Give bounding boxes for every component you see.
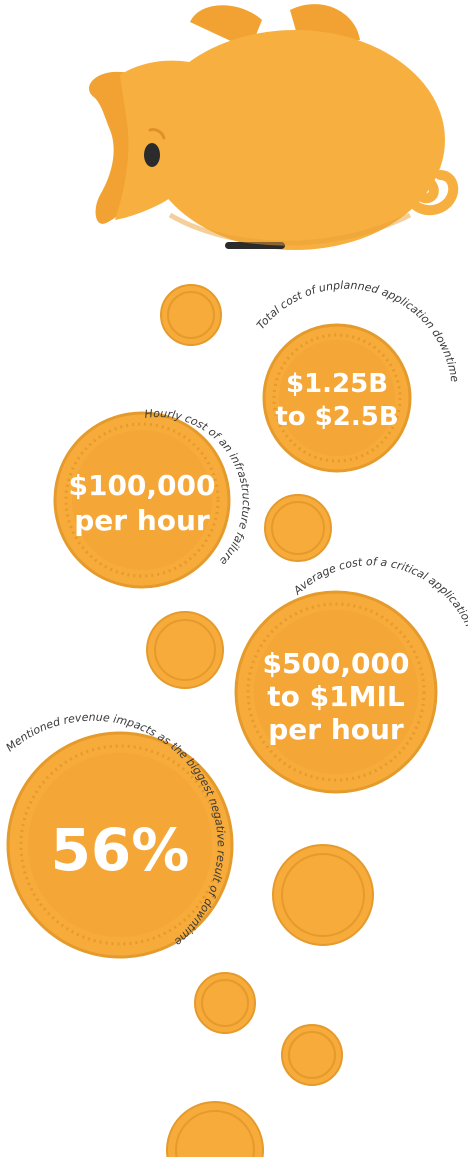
stat-value-line1: $1.25B [286,369,388,399]
coin-small-5 [194,972,256,1034]
stat-value-line1: $500,000 [262,647,409,680]
stat-value-line1: 56% [51,816,190,884]
coin-small-1 [160,284,222,346]
coin-small-4 [272,844,374,946]
stat-value-line1: $100,000 [68,469,215,502]
stat-coin-critical-app-failure: $500,000 to $1MIL per hour [234,590,438,794]
coin-small-6 [281,1024,343,1086]
stat-value-line2: to $1MIL [267,680,405,713]
coin-small-2 [264,494,332,562]
stat-value-line2: to $2.5B [275,402,398,432]
coin-small-7 [166,1101,264,1157]
stat-value-line3: per hour [268,713,404,746]
coin-small-3 [146,611,224,689]
piggy-bank-icon [89,4,459,250]
stat-value-line2: per hour [74,504,210,537]
stat-coin-infrastructure-failure: $100,000 per hour [53,411,231,589]
stat-coin-unplanned-downtime: $1.25B to $2.5B [262,323,412,473]
stat-coin-revenue-impact: 56% [6,731,234,959]
